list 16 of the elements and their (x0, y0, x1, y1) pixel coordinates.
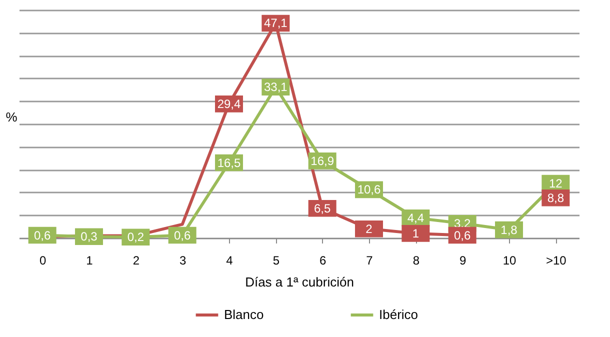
x-tick-label: >10 (546, 254, 567, 268)
x-tick-label: 8 (412, 254, 420, 268)
x-tick-label: 2 (132, 254, 140, 268)
x-tick-label: 1 (86, 254, 94, 268)
x-tick-label: 4 (226, 254, 234, 268)
x-axis-title: Días a 1ª cubrición (245, 274, 354, 290)
y-axis-title: % (6, 110, 18, 124)
x-tick-label: 10 (502, 254, 516, 268)
x-tick-label: 6 (319, 254, 326, 268)
x-tick-label: 3 (179, 254, 186, 268)
x-tick-label: 9 (459, 254, 466, 268)
legend-label: Ibérico (379, 307, 418, 322)
legend-label: Blanco (224, 307, 264, 322)
x-tick-label: 0 (39, 254, 46, 268)
x-tick-label: 7 (366, 254, 374, 268)
x-tick-label: 5 (272, 254, 280, 268)
